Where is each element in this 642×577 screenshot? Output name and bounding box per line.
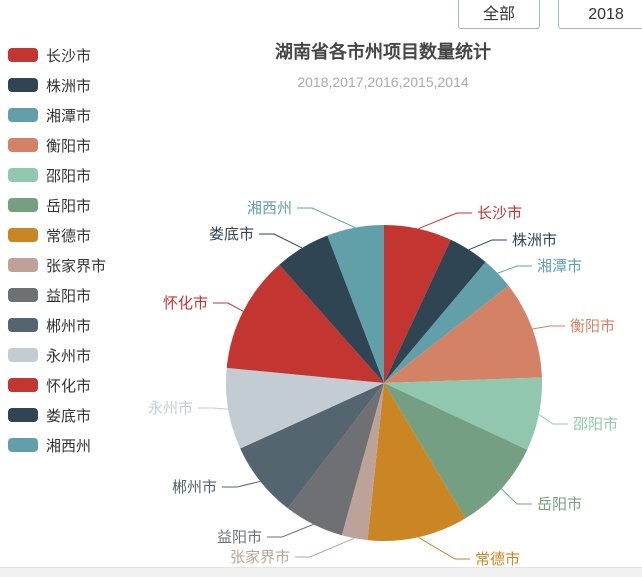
legend-label: 邵阳市 [46, 167, 92, 185]
pie-label-zhuzhou: 株洲市 [512, 232, 557, 249]
legend-label: 株洲市 [46, 77, 92, 95]
label-line-xiangtan [497, 265, 532, 274]
pie-slice-changde[interactable] [367, 383, 466, 541]
legend-marker-icon [8, 108, 38, 122]
pie-slice-hengyang[interactable] [384, 285, 542, 383]
legend-item-changsha[interactable]: 长沙市 [8, 40, 106, 70]
legend-marker-icon [8, 198, 38, 212]
label-line-changsha [418, 212, 472, 230]
legend-item-chenzhou[interactable]: 郴州市 [8, 310, 106, 340]
legend-item-huaihua[interactable]: 怀化市 [8, 370, 106, 400]
legend-marker-icon [8, 78, 38, 92]
filter-all-button[interactable]: 全部 [458, 0, 540, 29]
pie-label-yiyang: 益阳市 [217, 529, 262, 546]
label-line-xiangxi [297, 207, 356, 229]
legend-label: 湘西州 [46, 437, 92, 455]
label-line-yongzhou [198, 407, 229, 410]
pie-slice-shaoyang[interactable] [384, 377, 542, 450]
pie-label-xiangtan: 湘潭市 [537, 258, 582, 275]
legend-item-hengyang[interactable]: 衡阳市 [8, 130, 106, 160]
legend-label: 永州市 [46, 347, 92, 365]
legend-item-yiyang[interactable]: 益阳市 [8, 280, 106, 310]
legend-label: 益阳市 [46, 287, 92, 305]
legend-marker-icon [8, 228, 38, 242]
legend-marker-icon [8, 318, 38, 332]
label-line-huaihua [213, 302, 244, 312]
legend-marker-icon [8, 288, 38, 302]
pie-label-yueyang: 岳阳市 [537, 496, 582, 513]
pie-slice-loudi[interactable] [279, 235, 384, 384]
pie-label-zhangjiajie: 张家界市 [230, 549, 290, 566]
label-line-changde [417, 536, 470, 560]
chart-title: 湖南省各市州项目数量统计 [275, 42, 491, 62]
filter-year-2018-button[interactable]: 2018 [558, 0, 642, 29]
pie-label-changde: 常德市 [475, 550, 520, 568]
legend-label: 怀化市 [46, 377, 92, 395]
pie-slice-xiangxi[interactable] [327, 225, 384, 383]
pie-slice-zhangjiajie[interactable] [341, 383, 384, 541]
legend-item-xiangxi[interactable]: 湘西州 [8, 430, 106, 460]
label-line-loudi [259, 233, 303, 249]
legend-label: 湘潭市 [46, 107, 92, 125]
legend-item-zhangjiajie[interactable]: 张家界市 [8, 250, 106, 280]
legend-label: 常德市 [46, 227, 92, 245]
legend-marker-icon [8, 48, 38, 62]
pie-label-xiangxi: 湘西州 [247, 200, 292, 217]
pie-label-hengyang: 衡阳市 [570, 318, 615, 335]
pie-label-chenzhou: 郴州市 [172, 479, 217, 496]
label-line-yueyang [501, 488, 532, 505]
legend-label: 衡阳市 [46, 137, 92, 155]
legend-label: 张家界市 [46, 257, 107, 275]
pie-slice-zhuzhou[interactable] [384, 239, 486, 383]
pie-label-changsha: 长沙市 [477, 205, 522, 222]
label-line-zhuzhou [468, 239, 507, 251]
legend: 长沙市株洲市湘潭市衡阳市邵阳市岳阳市常德市张家界市益阳市郴州市永州市怀化市娄底市… [8, 40, 106, 460]
pie-slice-huaihua[interactable] [226, 264, 384, 383]
pie-slice-yiyang[interactable] [287, 383, 384, 536]
pie-slice-changsha[interactable] [384, 225, 451, 383]
legend-marker-icon [8, 378, 38, 392]
pie-label-loudi: 娄底市 [209, 226, 254, 243]
pie-label-huaihua: 怀化市 [163, 295, 208, 312]
legend-item-zhuzhou[interactable]: 株洲市 [8, 70, 106, 100]
legend-label: 郴州市 [46, 317, 92, 335]
legend-label: 岳阳市 [46, 197, 92, 215]
legend-marker-icon [8, 408, 38, 422]
legend-item-loudi[interactable]: 娄底市 [8, 400, 106, 430]
label-line-zhangjiajie [295, 537, 355, 558]
legend-item-yongzhou[interactable]: 永州市 [8, 340, 106, 370]
legend-marker-icon [8, 168, 38, 182]
pie-slice-yueyang[interactable] [384, 383, 528, 519]
pie-slice-chenzhou[interactable] [240, 383, 384, 509]
pie-label-shaoyang: 邵阳市 [573, 416, 618, 433]
legend-item-yueyang[interactable]: 岳阳市 [8, 190, 106, 220]
legend-item-changde[interactable]: 常德市 [8, 220, 106, 250]
legend-label: 长沙市 [46, 47, 92, 65]
label-line-hengyang [532, 325, 565, 330]
legend-item-shaoyang[interactable]: 邵阳市 [8, 160, 106, 190]
label-line-chenzhou [222, 480, 261, 488]
pie-slice-yongzhou[interactable] [225, 367, 384, 449]
pie-label-yongzhou: 永州市 [148, 400, 193, 417]
label-line-shaoyang [538, 414, 568, 425]
legend-item-xiangtan[interactable]: 湘潭市 [8, 100, 106, 130]
legend-marker-icon [8, 348, 38, 362]
chart-subtitle: 2018,2017,2016,2015,2014 [297, 74, 469, 90]
pie-slice-xiangtan[interactable] [384, 262, 509, 383]
legend-marker-icon [8, 138, 38, 152]
label-line-yiyang [267, 523, 314, 538]
legend-label: 娄底市 [46, 407, 92, 425]
legend-marker-icon [8, 258, 38, 272]
bottom-divider-strip [0, 567, 642, 577]
legend-marker-icon [8, 438, 38, 452]
